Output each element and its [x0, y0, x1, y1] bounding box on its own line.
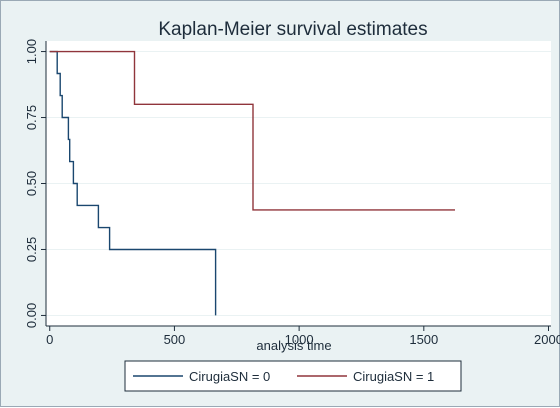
x-axis-title: analysis time: [256, 338, 331, 353]
chart-title: Kaplan-Meier survival estimates: [158, 19, 427, 40]
y-tick-label: 0.50: [24, 171, 39, 196]
y-tick-label: 0.00: [24, 303, 39, 328]
x-tick-label: 1000: [285, 332, 314, 347]
series-line-0: [49, 50, 217, 316]
x-tick-label: 2000: [534, 332, 560, 347]
x-tick-label: 0: [46, 332, 53, 347]
series-line-1: [49, 50, 455, 211]
x-tick-label: 500: [164, 332, 186, 347]
legend-label-0: CirugiaSN = 0: [189, 369, 270, 384]
legend-label-1: CirugiaSN = 1: [353, 369, 434, 384]
x-tick-label: 1500: [409, 332, 438, 347]
y-tick-label: 0.75: [24, 105, 39, 130]
y-tick-label: 1.00: [24, 39, 39, 64]
y-tick-label: 0.25: [24, 237, 39, 262]
